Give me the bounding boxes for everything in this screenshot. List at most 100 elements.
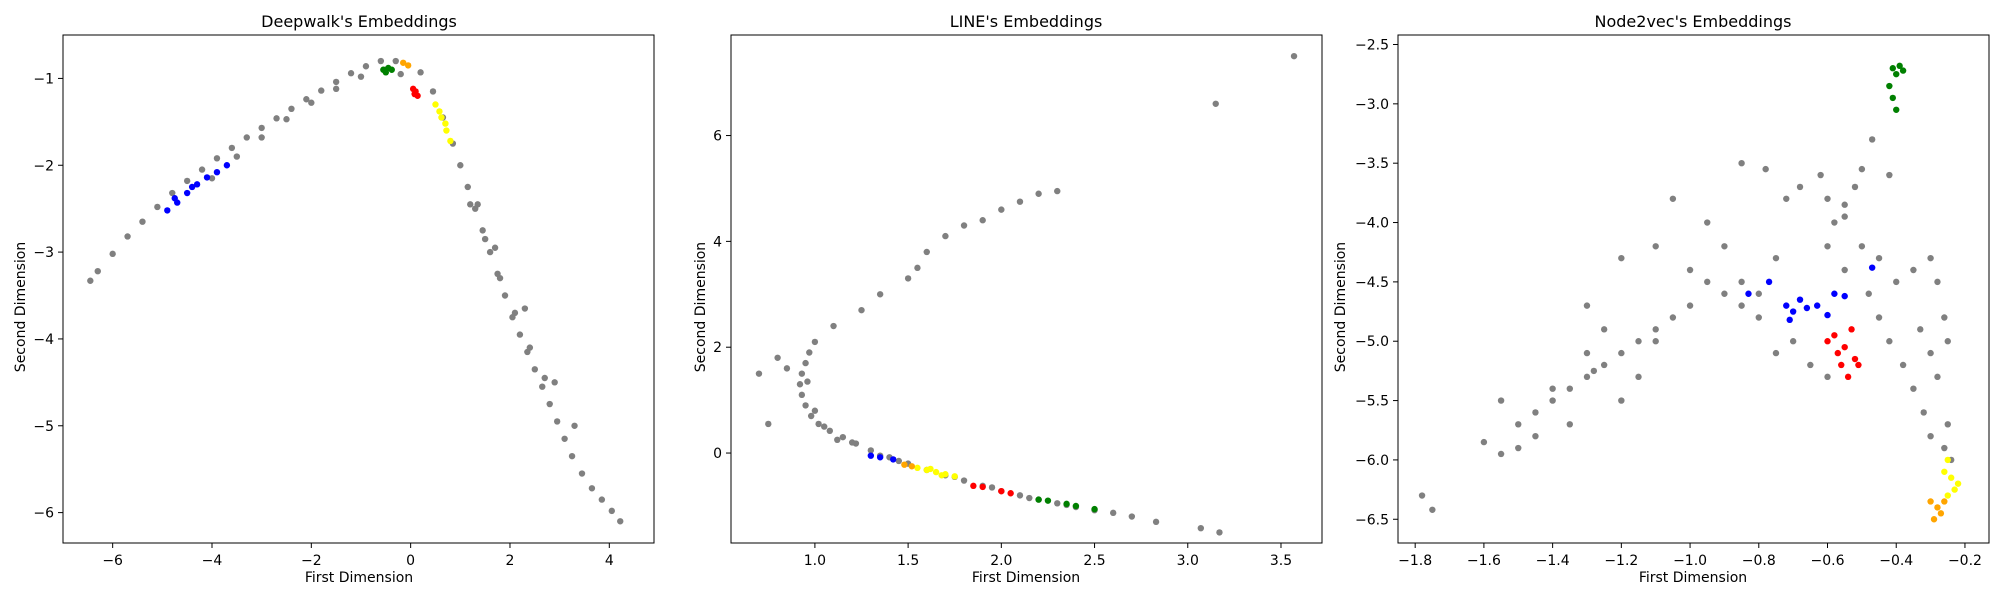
x-tick-label: −1.2: [1604, 553, 1638, 569]
data-point: [1896, 62, 1903, 70]
data-point: [998, 206, 1005, 213]
data-point: [1910, 266, 1917, 274]
x-tick-label: −4: [202, 553, 223, 569]
data-point: [979, 483, 986, 491]
data-point: [1652, 243, 1659, 250]
x-tick-label: −2: [301, 553, 322, 569]
data-point: [1889, 94, 1896, 102]
data-point: [1549, 397, 1556, 404]
data-point: [1824, 373, 1831, 381]
x-tick-label: 3.5: [1270, 553, 1292, 569]
x-tick-label: −1.4: [1536, 553, 1570, 569]
series-1: [164, 162, 231, 214]
data-point: [1841, 213, 1848, 220]
data-point: [288, 105, 295, 113]
data-point: [496, 274, 504, 282]
data-point: [1016, 198, 1024, 205]
data-point: [1838, 361, 1845, 369]
series-5: [400, 59, 412, 69]
data-point: [1937, 510, 1945, 517]
data-point: [1927, 349, 1934, 357]
x-tick-label: −0.8: [1742, 553, 1776, 569]
data-point: [1738, 302, 1745, 309]
data-point: [303, 96, 310, 103]
data-point: [914, 264, 921, 272]
data-point: [1893, 278, 1900, 286]
data-point: [1944, 492, 1951, 499]
data-point: [382, 69, 390, 76]
data-point: [1941, 498, 1948, 505]
data-point: [438, 114, 445, 121]
data-point: [139, 218, 146, 225]
y-axis-label: Second Dimension: [13, 242, 29, 372]
data-point: [436, 108, 443, 115]
data-point: [1738, 159, 1745, 167]
plot-area-frame: [62, 34, 655, 544]
data-point: [960, 222, 968, 229]
data-point: [890, 456, 897, 463]
data-point: [1652, 338, 1659, 345]
y-tick-label: 4: [713, 234, 722, 250]
data-point: [1072, 502, 1080, 510]
data-point: [1803, 304, 1811, 312]
data-point: [807, 412, 815, 420]
series-1: [1745, 264, 1876, 324]
data-point: [1796, 296, 1804, 303]
data-point: [798, 391, 806, 399]
data-point: [1858, 243, 1866, 250]
data-point: [876, 291, 884, 298]
data-point: [1054, 500, 1061, 507]
y-tick-label: −4.5: [1355, 275, 1389, 291]
x-tick-label: 2: [506, 553, 515, 569]
x-tick-label: −0.2: [1948, 553, 1982, 569]
data-point: [1868, 136, 1876, 143]
data-point: [815, 420, 822, 428]
data-point: [914, 464, 921, 472]
data-point: [802, 359, 809, 367]
data-point: [1951, 486, 1958, 493]
y-tick-label: −3.5: [1355, 156, 1389, 172]
data-point: [1875, 314, 1883, 321]
data-point: [432, 101, 439, 108]
data-point: [927, 465, 934, 473]
series-3: [1886, 62, 1907, 113]
data-point: [839, 433, 847, 441]
data-point: [417, 69, 424, 76]
data-point: [1600, 326, 1608, 333]
data-point: [1796, 183, 1804, 191]
data-point: [1841, 292, 1848, 300]
data-point: [213, 169, 221, 176]
data-point: [1934, 373, 1941, 381]
data-point: [867, 447, 875, 454]
data-point: [1910, 385, 1917, 392]
data-point: [979, 217, 986, 224]
data-point: [357, 73, 365, 80]
data-point: [467, 201, 474, 208]
data-point: [1197, 524, 1205, 532]
data-point: [796, 381, 804, 388]
data-point: [362, 63, 370, 70]
data-point: [1704, 219, 1711, 226]
data-point: [1497, 450, 1505, 458]
data-point: [1216, 529, 1223, 536]
series-2: [1824, 326, 1862, 381]
data-point: [1927, 498, 1934, 505]
data-point: [1814, 302, 1821, 309]
data-point: [198, 166, 206, 173]
data-point: [1044, 497, 1052, 504]
data-point: [617, 518, 624, 525]
data-point: [94, 268, 101, 275]
y-tick-label: −5: [33, 419, 54, 435]
series-2: [380, 64, 395, 76]
data-point: [203, 174, 211, 181]
y-tick-label: 0: [713, 446, 722, 462]
x-tick-label: −0.4: [1879, 553, 1913, 569]
data-point: [258, 124, 265, 132]
data-point: [531, 366, 539, 373]
data-point: [1721, 290, 1728, 297]
data-point: [923, 248, 930, 256]
data-point: [1772, 254, 1780, 262]
data-point: [400, 59, 407, 66]
series-2: [914, 464, 958, 480]
data-point: [904, 275, 912, 282]
